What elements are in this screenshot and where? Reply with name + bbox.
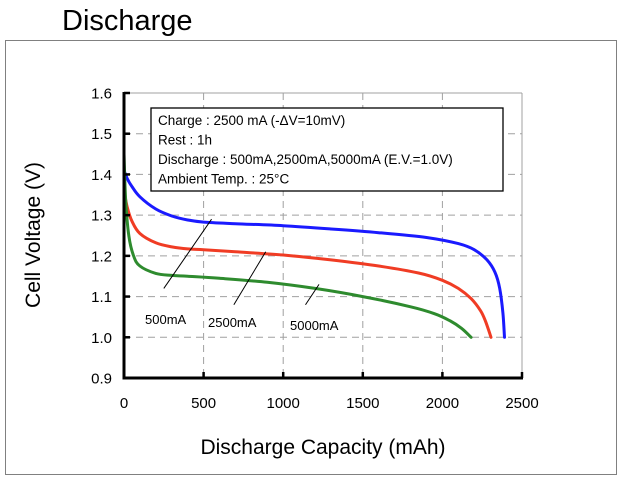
y-tick-label: 1.4 — [91, 167, 112, 184]
axes — [122, 91, 524, 380]
y-axis-title: Cell Voltage (V) — [22, 162, 45, 308]
legend-line: Discharge : 500mA,2500mA,5000mA (E.V.=1.… — [158, 152, 453, 167]
series-line-2500mA — [122, 189, 493, 339]
grid-lines — [124, 92, 523, 378]
x-tick-label: 0 — [120, 395, 128, 412]
legend-line: Charge : 2500 mA (-ΔV=10mV) — [158, 113, 345, 128]
annotation-label-2500mA: 2500mA — [208, 315, 257, 330]
x-tick-label: 500 — [191, 395, 216, 412]
y-tick-label: 1.6 — [91, 86, 112, 103]
chart-frame — [5, 40, 617, 475]
x-tick-label: 2000 — [426, 395, 459, 412]
annotation-leader-line — [163, 218, 212, 289]
legend-line: Rest : 1h — [158, 133, 212, 148]
series-line-5000mA — [122, 152, 473, 339]
y-tick-label: 1.2 — [91, 248, 112, 265]
page-title: Discharge — [62, 5, 193, 37]
x-tick-label: 1000 — [267, 395, 300, 412]
annotation-label-5000mA: 5000mA — [290, 318, 339, 333]
annotation-label-500mA: 500mA — [145, 312, 187, 327]
tick-labels: 0.9 1.0 1.1 1.2 1.3 1.4 1.5 1.6 0 500 1000 1500 2000… — [91, 86, 539, 413]
legend-box: Charge : 2500 mA (-ΔV=10mV) Rest : 1h Disc… — [150, 107, 504, 192]
legend-box-frame — [150, 107, 504, 192]
x-axis-title: Discharge Capacity (mAh) — [200, 436, 445, 459]
annotation-leader-line — [233, 251, 267, 305]
x-tick-label: 1500 — [346, 395, 379, 412]
y-tick-label: 1.1 — [91, 289, 112, 306]
legend-line: Ambient Temp. : 25°C — [158, 172, 289, 187]
series-line-500mA — [122, 168, 506, 339]
y-tick-label: 1.3 — [91, 208, 112, 225]
annotation-leader-line — [305, 284, 320, 305]
y-tick-label: 1.0 — [91, 330, 112, 347]
x-tick-label: 2500 — [505, 395, 538, 412]
y-tick-label: 1.5 — [91, 126, 112, 143]
series-curves — [122, 152, 506, 339]
curve-annotations: 500mA 2500mA 5000mA — [145, 218, 339, 333]
y-tick-label: 0.9 — [91, 371, 112, 388]
